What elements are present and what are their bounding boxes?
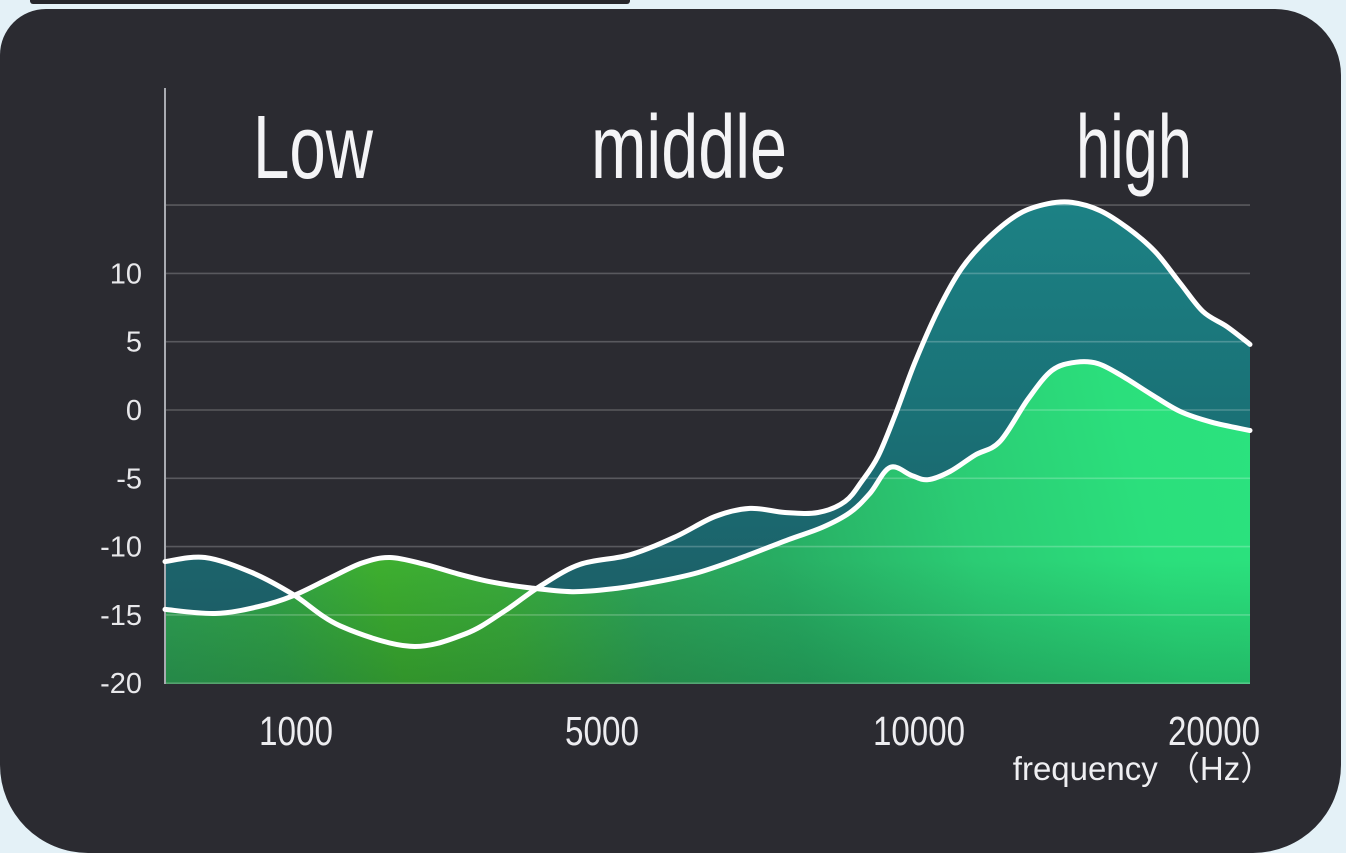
- plot-area: [162, 88, 1253, 685]
- band-label-middle: middle: [591, 98, 787, 198]
- y-tick-label: 0: [126, 395, 142, 427]
- x-tick-label: 20000: [1168, 708, 1260, 754]
- frequency-response-chart: 10 5 0 -5 -10 -15 -20 1000 5000 10000 20000 frequ…: [100, 88, 1273, 787]
- y-axis-tick-labels: 10 5 0 -5 -10 -15 -20: [100, 258, 142, 700]
- gridlines: [165, 204, 1250, 685]
- x-tick-label: 10000: [873, 708, 965, 754]
- x-axis-tick-labels: 1000 5000 10000 20000: [259, 708, 1260, 754]
- green-series-line: [162, 359, 1253, 617]
- y-tick-label: 10: [110, 258, 142, 290]
- y-tick-label: -20: [100, 668, 142, 700]
- top-edge-strip: [30, 0, 630, 4]
- y-tick-label: 5: [126, 327, 142, 359]
- y-tick-label: -5: [116, 463, 142, 495]
- band-label-high: high: [1076, 98, 1192, 198]
- y-tick-label: -10: [100, 532, 142, 564]
- frequency-band-labels: Low middle high: [253, 98, 1192, 198]
- band-label-low: Low: [253, 98, 374, 198]
- x-tick-label: 5000: [565, 708, 639, 754]
- y-tick-label: -15: [100, 600, 142, 632]
- x-tick-label: 1000: [259, 708, 333, 754]
- x-axis-title: frequency （Hz）: [1013, 750, 1273, 787]
- green-series-bottom-shade: [165, 361, 1250, 684]
- teal-series-line: [162, 199, 1253, 649]
